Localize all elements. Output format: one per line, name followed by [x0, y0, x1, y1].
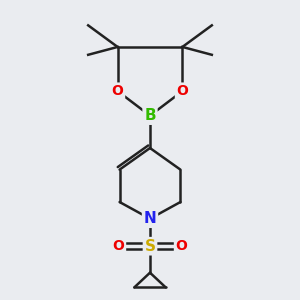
Text: O: O: [176, 239, 187, 253]
Text: O: O: [176, 84, 188, 98]
Text: S: S: [145, 239, 155, 254]
Text: B: B: [144, 108, 156, 123]
Text: O: O: [112, 84, 124, 98]
Text: O: O: [113, 239, 124, 253]
Text: N: N: [144, 211, 156, 226]
